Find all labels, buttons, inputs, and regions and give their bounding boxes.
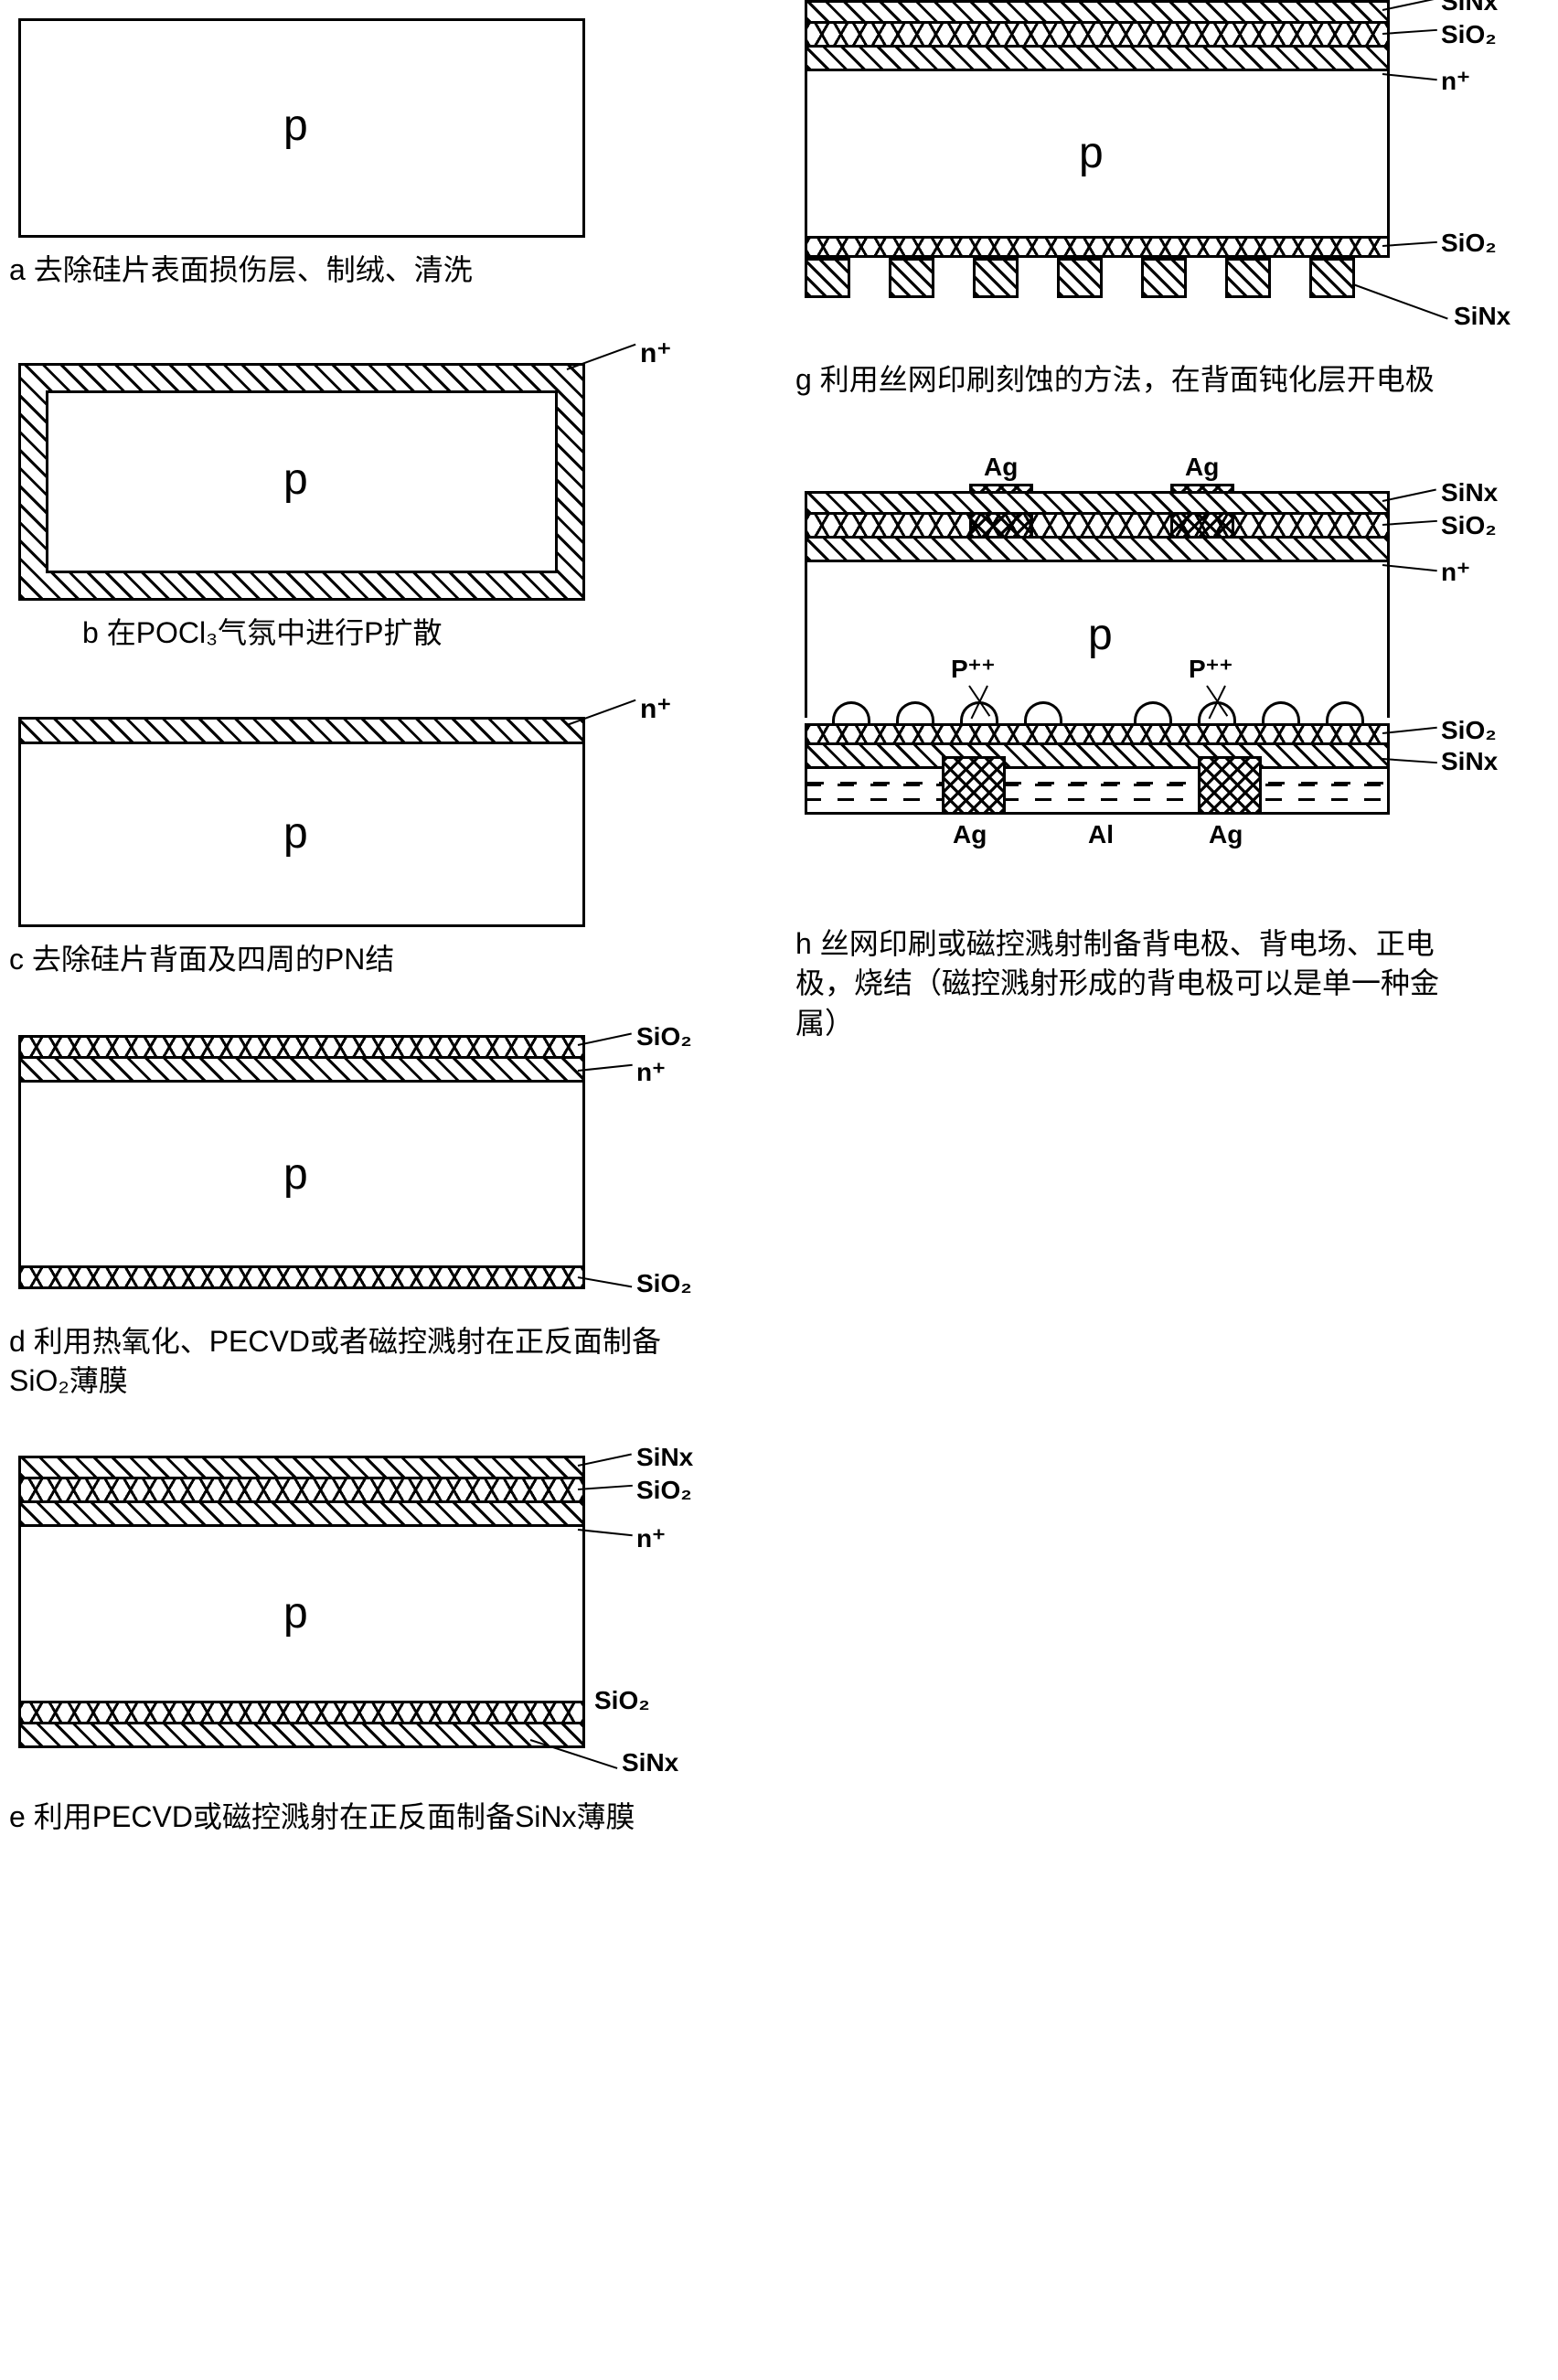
diagram-g: p SiNx SiO₂ n⁺ SiO₂ SiNx (805, 0, 1536, 347)
sio2-label-bot: SiO₂ (636, 1269, 692, 1298)
p-label: p (1088, 610, 1113, 660)
caption-d: d 利用热氧化、PECVD或者磁控溅射在正反面制备SiO₂薄膜 (9, 1322, 686, 1401)
n-plus-label: n⁺ (640, 337, 671, 369)
sio2-label-top: SiO₂ (1441, 511, 1497, 540)
p-label: p (283, 808, 308, 859)
caption-g: g 利用丝网印刷刻蚀的方法，在背面钝化层开电极 (795, 360, 1472, 400)
ag-label-bot-2: Ag (1209, 820, 1243, 849)
caption-h: h 丝网印刷或磁控溅射制备背电极、背电场、正电极，烧结（磁控溅射形成的背电极可以… (795, 924, 1472, 1043)
sinx-label-bot: SiNx (1454, 302, 1510, 331)
diagram-e: p SiNx SiO₂ n⁺ SiO₂ SiNx (18, 1456, 731, 1785)
step-b: p n⁺ b 在POCl₃气氛中进行P扩散 (9, 345, 759, 653)
diagram-d: p SiO₂ n⁺ SiO₂ (18, 1035, 713, 1309)
diagram-c: p n⁺ (18, 708, 677, 927)
p-label: p (283, 1588, 308, 1638)
step-g: p SiNx SiO₂ n⁺ SiO₂ SiNx g 利用丝网印刷刻蚀的方法，在… (795, 0, 1545, 400)
step-h: Ag Ag (795, 454, 1545, 1043)
sinx-label-bot: SiNx (622, 1748, 678, 1777)
diagram-h: Ag Ag (805, 454, 1554, 912)
step-c: p n⁺ c 去除硅片背面及四周的PN结 (9, 708, 759, 979)
sio2-label-bot: SiO₂ (1441, 229, 1497, 258)
step-e: p SiNx SiO₂ n⁺ SiO₂ SiNx e 利用PECVD或磁控溅射在… (9, 1456, 759, 1837)
ag-label-top-2: Ag (1185, 453, 1219, 482)
p-label: p (283, 454, 308, 505)
sinx-label-top: SiNx (636, 1443, 693, 1472)
n-plus-label: n⁺ (636, 1057, 666, 1087)
sio2-label-bot: SiO₂ (1441, 716, 1497, 745)
n-plus-label: n⁺ (640, 693, 671, 725)
caption-a: a 去除硅片表面损伤层、制绒、清洗 (9, 251, 686, 290)
p-label: p (1079, 128, 1104, 178)
diagram-b: p n⁺ (18, 345, 677, 601)
back-electrode-ag-2 (1198, 756, 1262, 815)
ag-label-bot-1: Ag (953, 820, 987, 849)
p-plus-plus-label-2: P⁺⁺ (1189, 654, 1233, 684)
p-plus-plus-label-1: P⁺⁺ (951, 654, 995, 684)
p-label: p (283, 101, 308, 151)
ag-label-top-1: Ag (984, 453, 1018, 482)
page: p a 去除硅片表面损伤层、制绒、清洗 p n⁺ b 在POCl₃气氛中进行P扩… (9, 18, 1549, 1892)
p-label: p (283, 1149, 308, 1200)
sinx-label-bot: SiNx (1441, 747, 1498, 776)
left-column: p a 去除硅片表面损伤层、制绒、清洗 p n⁺ b 在POCl₃气氛中进行P扩… (9, 18, 759, 1892)
step-d: p SiO₂ n⁺ SiO₂ d 利用热氧化、PECVD或者磁控溅射在正反面制备… (9, 1035, 759, 1401)
al-label-bot: Al (1088, 820, 1114, 849)
sinx-label-top: SiNx (1441, 0, 1498, 16)
n-plus-label: n⁺ (636, 1523, 666, 1553)
caption-c: c 去除硅片背面及四周的PN结 (9, 940, 686, 979)
right-column: p SiNx SiO₂ n⁺ SiO₂ SiNx g 利用丝网印刷刻蚀的方法，在… (795, 18, 1545, 1098)
sio2-label-bot: SiO₂ (594, 1686, 650, 1715)
step-a: p a 去除硅片表面损伤层、制绒、清洗 (9, 18, 759, 290)
diagram-a: p (18, 18, 585, 238)
n-plus-label: n⁺ (1441, 557, 1470, 587)
sinx-label-top: SiNx (1441, 478, 1498, 507)
n-plus-label: n⁺ (1441, 66, 1470, 96)
back-electrode-ag-1 (942, 756, 1006, 815)
sio2-label-top: SiO₂ (636, 1476, 692, 1505)
caption-b: b 在POCl₃气氛中进行P扩散 (82, 614, 759, 653)
sio2-label-top: SiO₂ (1441, 20, 1497, 49)
sio2-label-top: SiO₂ (636, 1022, 692, 1051)
caption-e: e 利用PECVD或磁控溅射在正反面制备SiNx薄膜 (9, 1798, 686, 1837)
